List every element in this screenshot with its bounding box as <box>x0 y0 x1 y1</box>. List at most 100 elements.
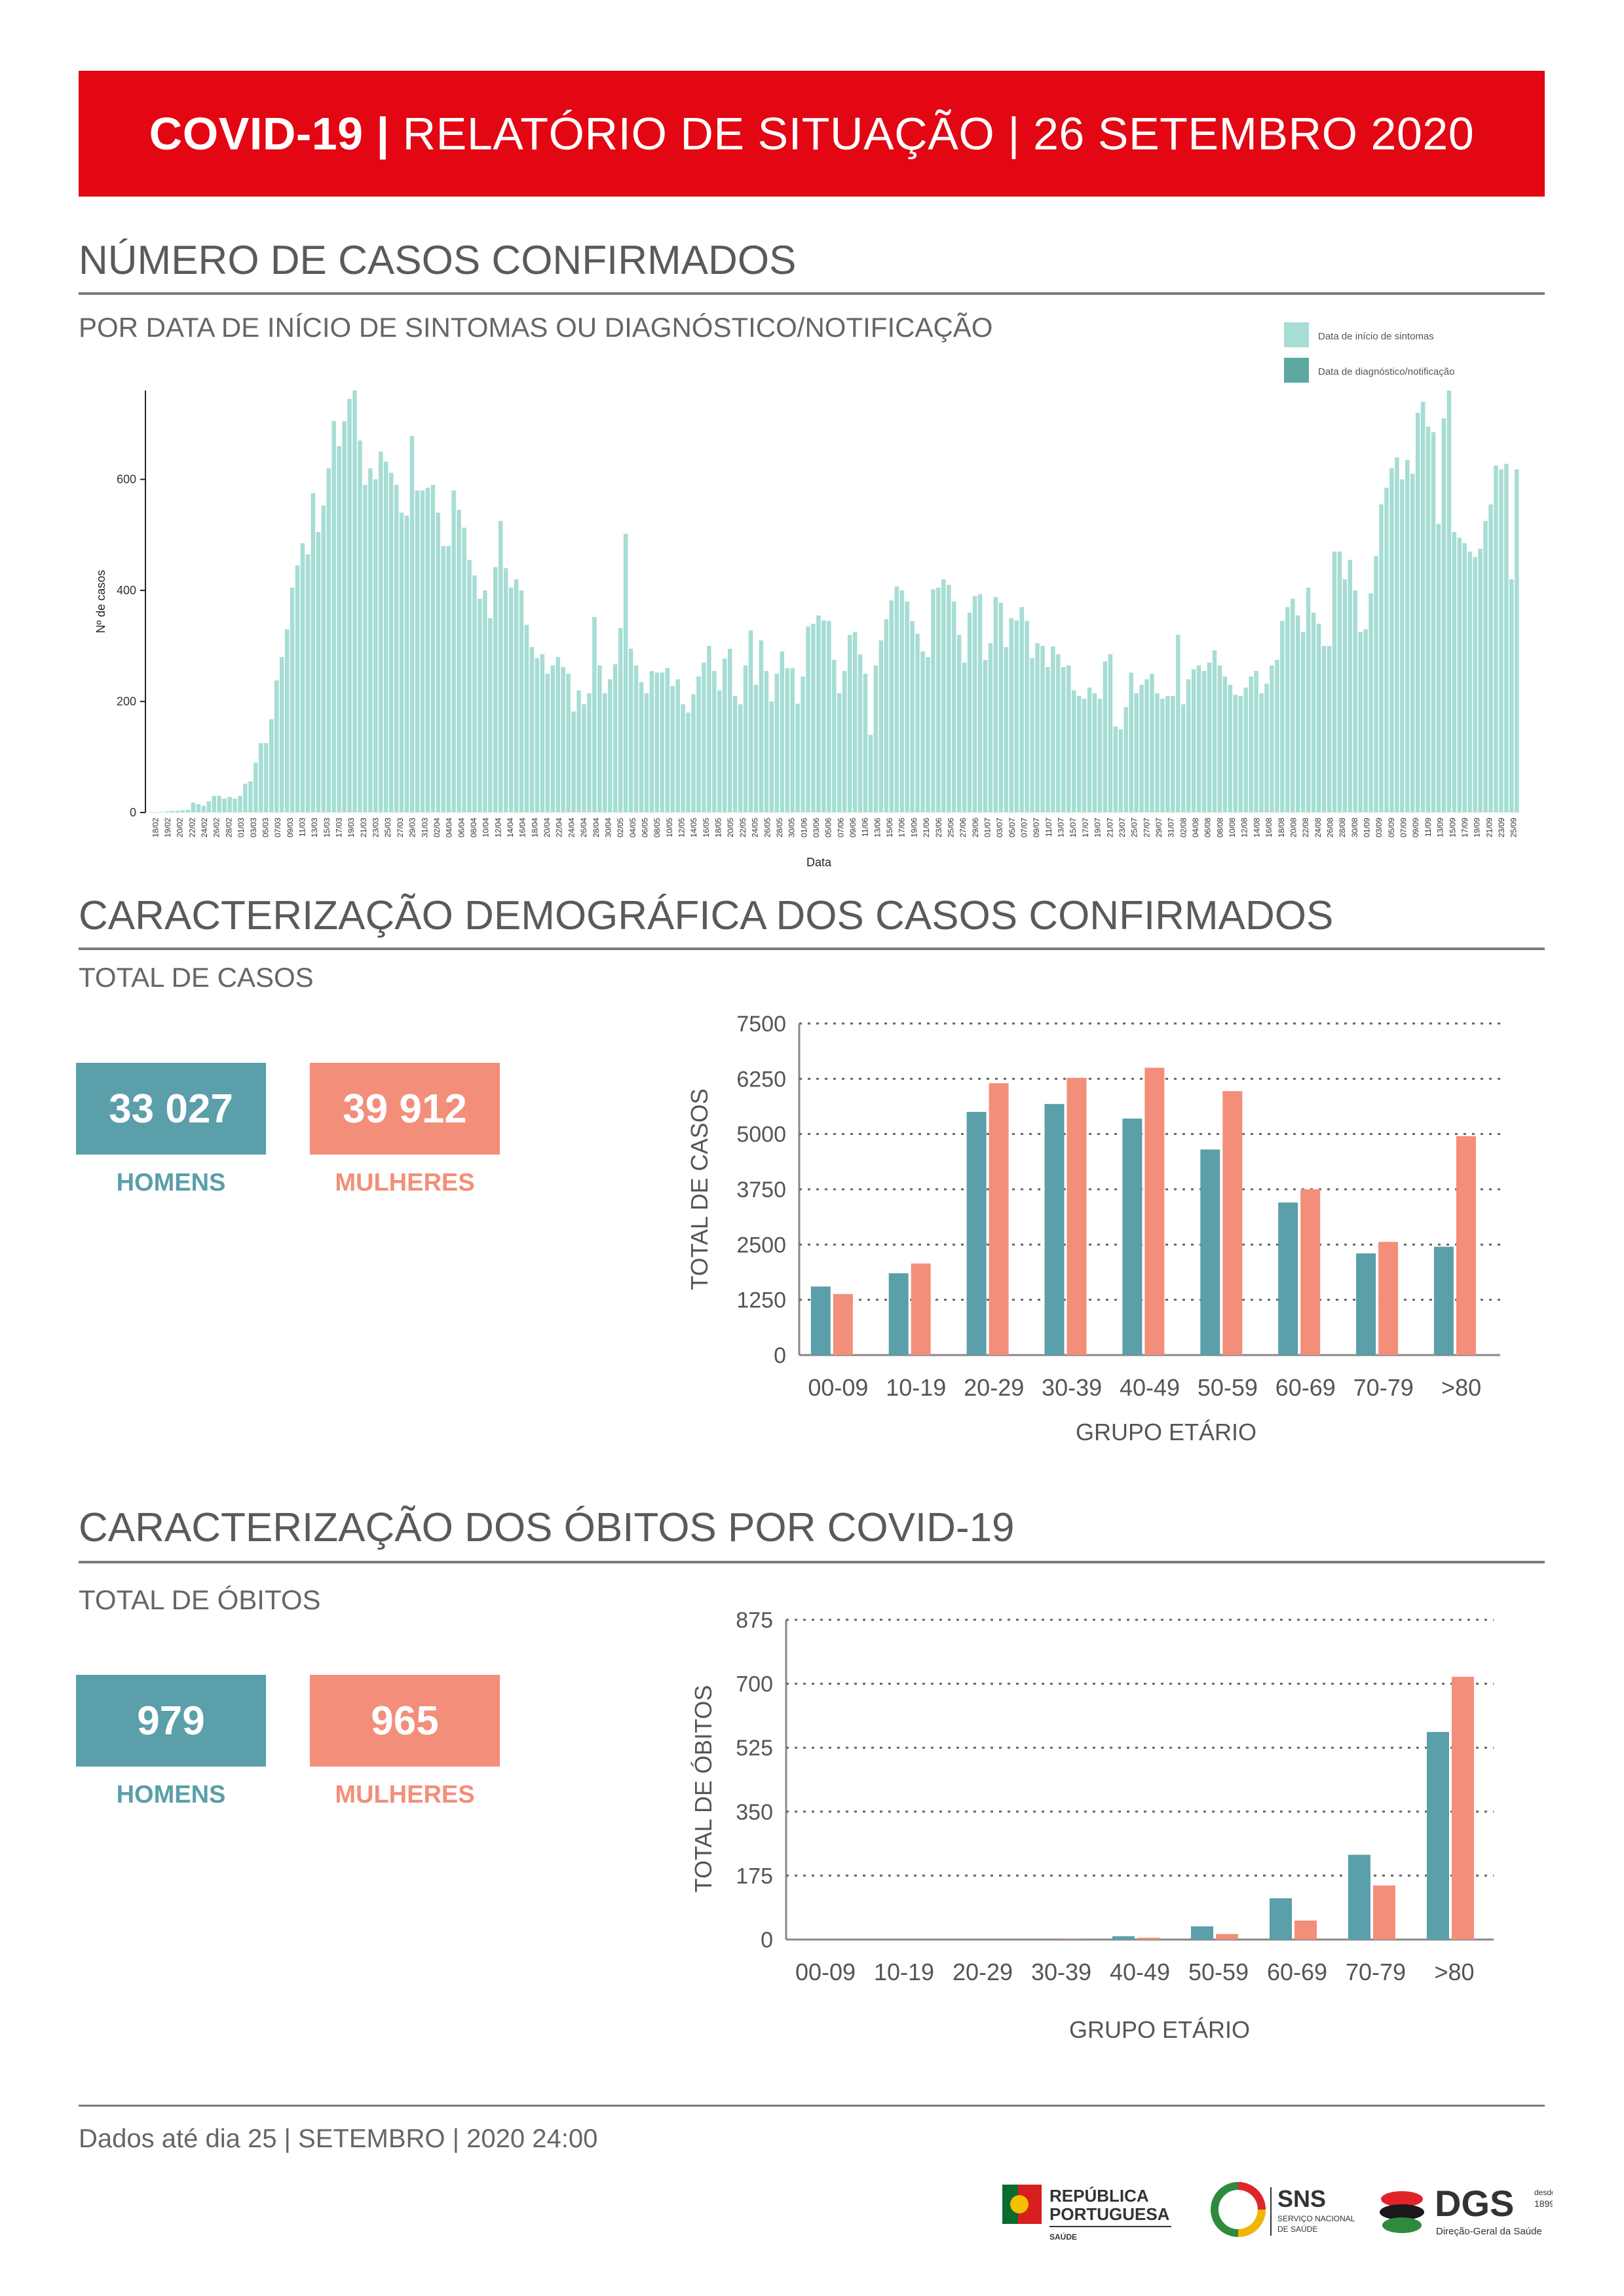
epi-x-tick-label: 09/07 <box>1032 818 1041 837</box>
epi-bar-symptoms <box>899 590 904 813</box>
logo-rp-line1: REPÚBLICA <box>1049 2186 1149 2206</box>
section-cases-subtitle: POR DATA DE INÍCIO DE SINTOMAS OU DIAGNÓ… <box>79 312 993 343</box>
epi-bar-symptoms <box>1035 643 1040 813</box>
bar-women <box>1373 1885 1395 1940</box>
epi-x-tick-label: 01/06 <box>799 818 808 837</box>
epi-bar-symptoms <box>977 594 983 813</box>
epi-x-tick-label: 02/04 <box>432 818 442 837</box>
epi-bar-symptoms <box>347 398 352 813</box>
epi-bar-symptoms <box>430 485 436 813</box>
legend-label-symptoms: Data de início de sintomas <box>1318 331 1434 342</box>
epi-bar-symptoms <box>1478 548 1482 813</box>
x-tick-label: 30-39 <box>1042 1374 1102 1401</box>
epi-bar-symptoms <box>358 440 362 813</box>
epi-x-tick-label: 27/07 <box>1142 818 1151 837</box>
y-tick-label: 175 <box>736 1864 773 1888</box>
epi-bar-symptoms <box>1270 665 1274 813</box>
epi-x-tick-label: 27/06 <box>958 818 968 837</box>
cases-women-label: MULHERES <box>335 1169 475 1196</box>
epi-bar-symptoms <box>947 584 951 813</box>
epi-bar-symptoms <box>1025 621 1029 813</box>
epi-bar-symptoms <box>259 743 263 813</box>
footer-logos: REPÚBLICA PORTUGUESA SAÚDE SNS SERVIÇO N… <box>1002 2182 1553 2242</box>
epi-bar-symptoms <box>1457 537 1462 813</box>
epi-bar-symptoms <box>1066 665 1071 813</box>
epi-x-tick-label: 30/04 <box>603 818 613 837</box>
epi-x-tick-label: 22/05 <box>738 818 747 837</box>
logo-dgs-line1: DGS <box>1435 2183 1514 2224</box>
epi-bar-symptoms <box>274 680 279 813</box>
epi-bar-symptoms <box>1071 690 1076 813</box>
x-tick-label: 60-69 <box>1275 1374 1336 1401</box>
epi-bar-symptoms <box>1321 645 1327 813</box>
epi-bar-symptoms <box>1046 666 1050 813</box>
epi-bar-symptoms <box>238 795 242 813</box>
epi-bar-symptoms <box>1118 729 1124 813</box>
section-deaths-title: CARACTERIZAÇÃO DOS ÓBITOS POR COVID-19 <box>79 1505 1015 1550</box>
header-title-bold: COVID-19 | <box>149 108 390 159</box>
epi-x-tick-label: 12/08 <box>1240 818 1249 837</box>
epi-x-tick-label: 19/07 <box>1093 818 1103 837</box>
epi-bar-symptoms <box>1452 532 1457 813</box>
epi-x-tick-label: 03/03 <box>249 818 258 837</box>
section-divider <box>79 292 1545 295</box>
epi-x-tick-label: 21/09 <box>1484 818 1494 837</box>
x-tick-label: 30-39 <box>1031 1959 1091 1985</box>
epi-bar-symptoms <box>415 490 420 813</box>
y-tick-label: 875 <box>736 1608 773 1633</box>
epi-bar-symptoms <box>748 630 753 813</box>
epi-bar-symptoms <box>1462 543 1467 813</box>
cases-women-total: 39 912 <box>310 1063 500 1155</box>
epi-bar-symptoms <box>300 543 305 813</box>
republica-portuguesa-logo: REPÚBLICA PORTUGUESA SAÚDE <box>1002 2185 1171 2242</box>
epi-x-tick-label: 12/04 <box>493 818 502 837</box>
epi-bar-symptoms <box>1275 659 1279 813</box>
report-header-banner: COVID-19 | RELATÓRIO DE SITUAÇÃO | 26 SE… <box>79 71 1545 197</box>
epi-bar-symptoms <box>404 515 409 813</box>
epi-x-tick-label: 26/08 <box>1326 818 1335 837</box>
epi-bar-symptoms <box>488 618 493 813</box>
epi-bar-symptoms <box>508 587 514 813</box>
epi-bar-symptoms <box>873 665 878 813</box>
epi-bar-symptoms <box>1160 698 1165 813</box>
epi-x-tick-label: 19/09 <box>1473 818 1482 837</box>
epi-x-tick-label: 30/05 <box>787 818 797 837</box>
epi-bar-symptoms <box>576 690 581 813</box>
header-title-rest: RELATÓRIO DE SITUAÇÃO | 26 SETEMBRO 2020 <box>389 108 1475 159</box>
epi-x-tick-label: 01/03 <box>236 818 246 837</box>
epi-bar-symptoms <box>702 662 706 813</box>
epi-bar-symptoms <box>436 512 441 813</box>
epi-bar-symptoms <box>462 527 466 813</box>
epi-x-tick-label: 05/06 <box>824 818 833 837</box>
epi-x-tick-label: 11/06 <box>861 818 870 837</box>
epi-x-tick-label: 08/05 <box>652 818 662 837</box>
epi-y-axis-label: Nº de casos <box>94 570 107 634</box>
epi-bar-symptoms <box>1348 560 1353 813</box>
bar-women <box>833 1293 853 1355</box>
y-tick-label: 700 <box>736 1672 773 1697</box>
epi-bar-symptoms <box>368 468 373 813</box>
epi-bar-symptoms <box>556 657 560 813</box>
epi-bar-symptoms <box>1207 662 1212 813</box>
epi-bar-symptoms <box>1285 607 1290 813</box>
epi-bar-symptoms <box>1171 696 1175 813</box>
epi-x-tick-label: 17/03 <box>335 818 344 837</box>
epi-bar-symptoms <box>905 602 909 813</box>
epi-bar-symptoms <box>227 797 232 813</box>
epi-bar-symptoms <box>962 662 967 813</box>
epi-x-tick-label: 13/07 <box>1057 818 1066 837</box>
y-tick-label: 0 <box>774 1343 786 1368</box>
legend-swatch-symptoms <box>1284 322 1309 347</box>
epi-x-tick-label: 12/05 <box>677 818 687 837</box>
epi-x-tick-label: 28/08 <box>1338 818 1347 837</box>
epi-x-tick-label: 14/08 <box>1252 818 1261 837</box>
epi-bar-symptoms <box>769 701 774 813</box>
epi-x-tick-label: 21/06 <box>922 818 931 837</box>
epi-bar-symptoms <box>1243 687 1248 813</box>
epi-x-tick-label: 05/09 <box>1387 818 1396 837</box>
bar-women <box>1059 1939 1081 1940</box>
cases-x-ticks: 00-09 10-19 20-29 30-39 40-49 50-59 60-69 70-79… <box>808 1374 1481 1401</box>
epi-x-tick-label: 06/04 <box>457 818 466 837</box>
epi-x-tick-label: 06/08 <box>1203 818 1213 837</box>
epi-x-tick-label: 20/04 <box>542 818 552 837</box>
